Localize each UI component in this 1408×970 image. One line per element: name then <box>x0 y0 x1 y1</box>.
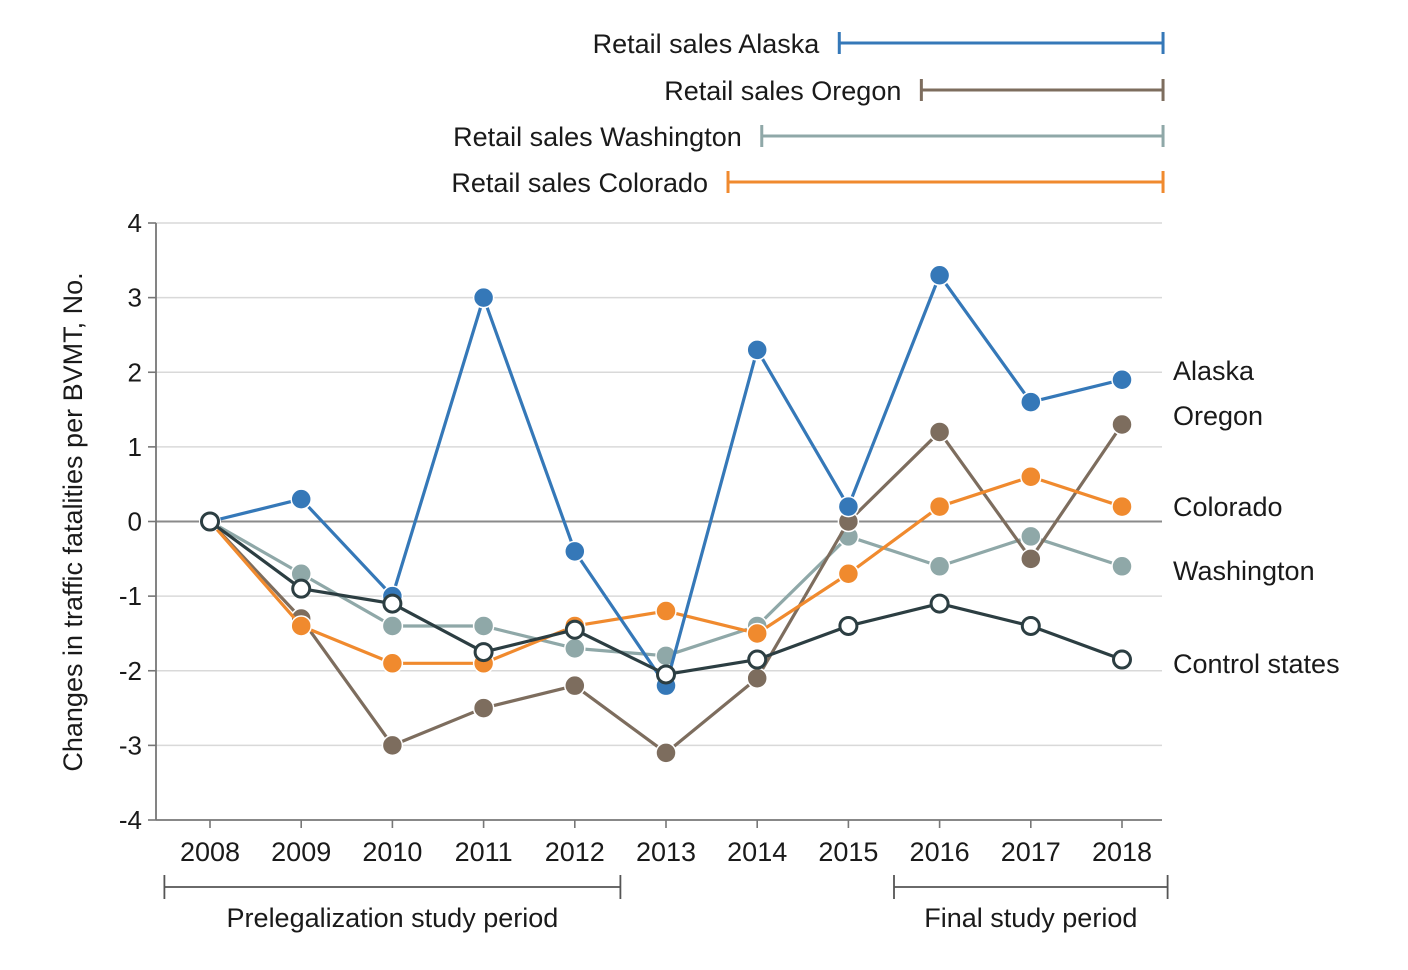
y-tick-label: 4 <box>128 208 142 238</box>
data-point-oregon <box>1111 413 1133 436</box>
x-tick-label: 2014 <box>727 837 787 867</box>
data-point-control-states <box>200 511 220 532</box>
data-series <box>199 264 1133 764</box>
y-tick-label: 3 <box>128 283 142 313</box>
legend-label-control-states: Control states <box>1173 649 1340 679</box>
retail-sales-bar: Retail sales Colorado <box>451 168 1165 198</box>
data-point-colorado <box>1111 495 1133 518</box>
retail-sales-label: Retail sales Alaska <box>593 29 821 59</box>
study-periods: Prelegalization study period Final study … <box>163 875 1169 933</box>
retail-sales-bars: Retail sales Alaska Retail sales Oregon Re… <box>451 29 1165 198</box>
data-point-alaska <box>928 264 951 286</box>
data-point-alaska <box>290 488 312 510</box>
y-tick-label: -2 <box>119 656 142 686</box>
x-tick-label: 2015 <box>818 837 878 867</box>
data-point-colorado <box>381 652 404 675</box>
y-tick-label: -1 <box>119 581 142 611</box>
data-point-colorado <box>837 562 860 585</box>
legend-label-oregon: Oregon <box>1173 401 1263 431</box>
data-point-alaska <box>472 286 495 309</box>
series-oregon <box>199 413 1133 764</box>
series-line-washington <box>209 520 1123 658</box>
data-point-oregon <box>472 697 495 719</box>
data-point-washington <box>1111 555 1133 578</box>
series-line-alaska <box>209 273 1123 688</box>
data-point-control-states <box>291 578 312 599</box>
study-period-bracket: Final study period <box>893 875 1169 933</box>
data-point-washington <box>564 637 586 660</box>
y-tick-label: -4 <box>119 805 142 835</box>
series-line-colorado <box>208 475 1123 665</box>
retail-sales-label: Retail sales Washington <box>453 122 742 152</box>
data-point-alaska <box>1111 368 1133 391</box>
x-tick-label: 2010 <box>362 837 422 867</box>
data-point-colorado <box>746 622 768 645</box>
data-point-washington <box>928 555 951 578</box>
data-point-washington <box>381 615 404 637</box>
data-point-control-states <box>473 642 494 663</box>
data-point-oregon <box>746 667 768 689</box>
data-point-washington <box>472 615 495 637</box>
retail-sales-bar: Retail sales Washington <box>453 122 1165 152</box>
x-tick-label: 2018 <box>1092 837 1152 867</box>
data-point-control-states <box>1020 615 1041 636</box>
data-point-alaska <box>837 495 860 518</box>
data-point-control-states <box>929 593 950 614</box>
data-point-control-states <box>1112 649 1132 670</box>
y-tick-label: 1 <box>128 432 142 462</box>
x-tick-label: 2009 <box>271 837 331 867</box>
data-point-oregon <box>1020 548 1042 570</box>
x-tick-label: 2008 <box>180 837 240 867</box>
data-point-control-states <box>747 649 768 670</box>
legend-label-alaska: Alaska <box>1173 356 1255 386</box>
data-point-control-states <box>382 593 403 614</box>
data-point-alaska <box>746 339 768 361</box>
data-point-oregon <box>928 421 951 443</box>
x-axis-ticks: 2008 2009 2010 2011 2012 2013 2014 2015 2016 2017… <box>180 820 1152 867</box>
data-point-control-states <box>838 615 859 636</box>
x-tick-label: 2011 <box>455 837 513 867</box>
data-point-colorado <box>655 600 677 622</box>
retail-sales-bar: Retail sales Alaska <box>593 29 1165 59</box>
data-point-oregon <box>381 734 404 757</box>
retail-sales-bar: Retail sales Oregon <box>664 76 1165 106</box>
legend-label-washington: Washington <box>1173 556 1315 586</box>
series-control-states <box>200 511 1132 685</box>
data-point-alaska <box>1020 391 1042 413</box>
x-tick-label: 2017 <box>1001 837 1061 867</box>
retail-sales-label: Retail sales Oregon <box>664 76 901 106</box>
study-period-bracket: Prelegalization study period <box>163 875 622 933</box>
data-point-alaska <box>564 540 586 563</box>
series-line-oregon <box>208 423 1124 755</box>
data-point-colorado <box>1020 465 1042 488</box>
data-point-colorado <box>928 495 951 518</box>
data-point-control-states <box>564 619 585 640</box>
data-point-colorado <box>290 615 312 637</box>
legend-label-colorado: Colorado <box>1173 492 1283 522</box>
retail-sales-label: Retail sales Colorado <box>451 168 708 198</box>
y-axis-label: Changes in traffic fatalities per BVMT, … <box>58 272 88 771</box>
legend: Washington Oregon Colorado Alaska Control st… <box>1173 356 1340 679</box>
period-label: Final study period <box>924 903 1137 933</box>
x-tick-label: 2016 <box>910 837 970 867</box>
y-tick-label: 0 <box>128 507 142 537</box>
y-tick-label: 2 <box>128 357 142 387</box>
data-point-washington <box>1020 525 1042 548</box>
data-point-control-states <box>656 664 676 685</box>
series-colorado <box>199 465 1133 675</box>
series-alaska <box>199 264 1133 697</box>
data-point-oregon <box>564 674 586 697</box>
y-tick-label: -3 <box>119 730 142 760</box>
data-point-oregon <box>655 742 677 764</box>
period-label: Prelegalization study period <box>227 903 559 933</box>
x-tick-label: 2012 <box>545 837 605 867</box>
x-tick-label: 2013 <box>636 837 696 867</box>
y-axis-ticks: 4 3 2 1 0 -1 -2 -3 -4 <box>119 208 156 835</box>
